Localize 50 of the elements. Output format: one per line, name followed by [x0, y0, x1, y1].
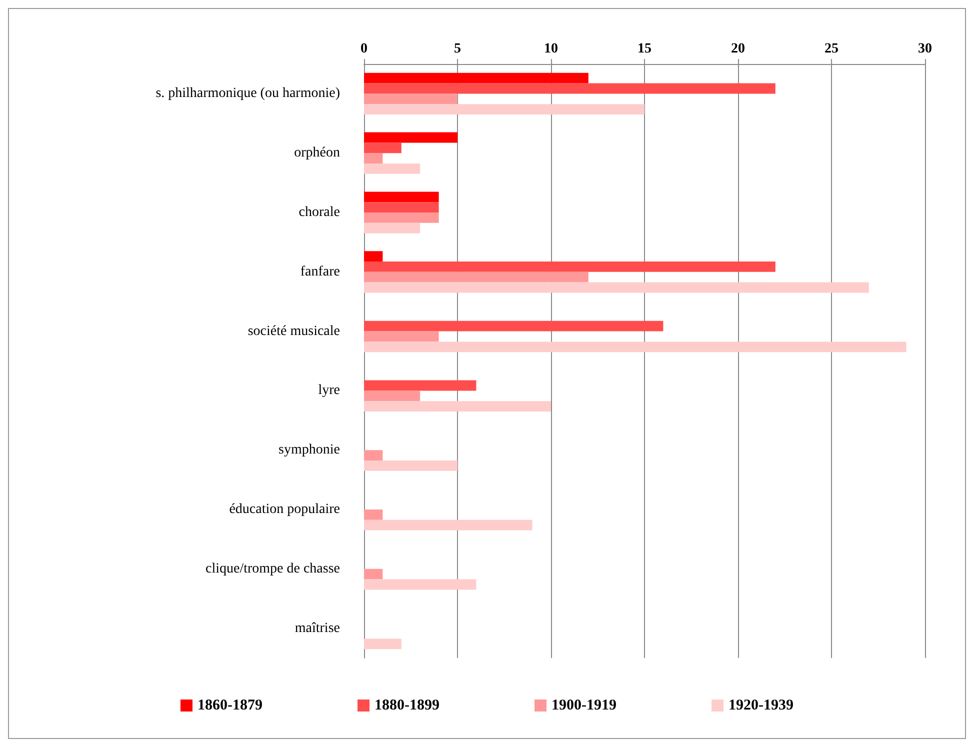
y-tick-label: chorale: [298, 205, 340, 220]
bar: [364, 262, 776, 272]
bar: [364, 520, 532, 530]
bar: [364, 510, 383, 520]
bar: [364, 460, 458, 471]
bar: [364, 568, 383, 580]
y-tick-label: orphéon: [294, 146, 340, 161]
y-tick-label: s. philharmonique (ou harmonie): [156, 86, 340, 102]
bar: [364, 272, 588, 282]
legend-label: 1900-1919: [552, 698, 616, 714]
y-tick-label: lyre: [318, 383, 340, 398]
bar: [364, 72, 588, 84]
bar: [364, 450, 383, 460]
bar: [364, 153, 383, 164]
x-tick-label: 30: [918, 42, 932, 56]
bar: [364, 251, 383, 262]
x-tick-label: 15: [638, 42, 652, 56]
bar: [364, 83, 776, 94]
y-tick-label: fanfare: [300, 264, 340, 280]
bar: [364, 222, 420, 234]
bar: [364, 202, 439, 212]
bar: [364, 579, 476, 590]
y-tick-label: maîtrise: [294, 620, 340, 636]
bar: [364, 163, 420, 174]
bar: [364, 401, 551, 412]
y-tick-label: symphonie: [278, 442, 340, 458]
bar: [364, 104, 644, 114]
bar: [364, 192, 439, 202]
bar: [364, 282, 869, 293]
bar: [364, 94, 458, 104]
legend-label: 1920-1939: [728, 698, 794, 714]
bar: [364, 342, 906, 352]
bar: [364, 390, 420, 402]
legend-label: 1860-1879: [198, 698, 263, 714]
bar: [364, 320, 664, 332]
y-tick-label: société musicale: [248, 324, 340, 339]
x-tick-label: 20: [731, 42, 745, 56]
x-tick-label: 0: [360, 42, 368, 56]
x-tick-label: 10: [544, 42, 558, 56]
bar: [364, 331, 439, 342]
x-tick-label: 25: [824, 42, 838, 56]
legend-label: 1880-1899: [374, 698, 440, 714]
bar: [364, 638, 402, 650]
x-tick-label: 5: [454, 42, 461, 56]
bar: [364, 132, 458, 143]
bar: [364, 142, 402, 154]
bar: [364, 380, 476, 391]
y-tick-label: éducation populaire: [229, 502, 340, 517]
bar: [364, 212, 439, 223]
y-tick-label: clique/trompe de chasse: [205, 561, 340, 576]
